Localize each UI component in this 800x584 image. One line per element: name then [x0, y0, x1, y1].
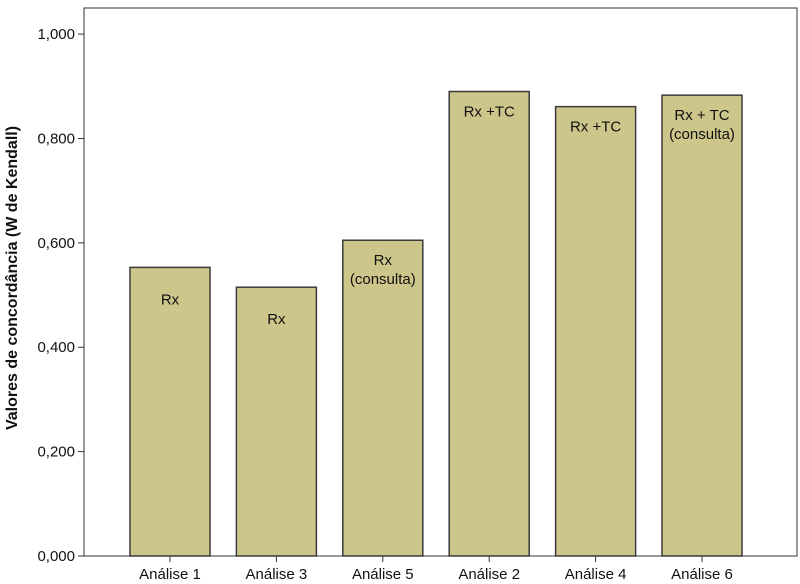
y-axis: 0,000 0,200 0,400 0,600 0,800 1,000: [37, 26, 84, 565]
y-tick-label: 1,000: [37, 26, 75, 43]
x-tick-label: Análise 5: [352, 566, 414, 583]
bar-label: Rx: [161, 291, 180, 308]
bar: [448, 90, 530, 557]
x-tick-label: Análise 3: [246, 566, 308, 583]
x-tick-label: Análise 1: [139, 566, 201, 583]
bar-label: (consulta): [669, 126, 735, 143]
plot-frame: [83, 7, 798, 557]
bar-label: Rx: [374, 252, 393, 269]
bar-label: Rx +TC: [570, 119, 621, 136]
y-axis-label: Valores de concordância (W de Kendall): [4, 126, 21, 430]
bar: [342, 239, 424, 557]
x-tick-label: Análise 6: [671, 566, 733, 583]
bar-label: (consulta): [350, 271, 416, 288]
y-tick-label: 0,600: [37, 235, 75, 252]
y-tick-label: 0,000: [37, 548, 75, 565]
x-axis: Análise 1 Análise 3 Análise 5 Análise 2 Anál…: [139, 556, 733, 583]
y-tick-label: 0,200: [37, 444, 75, 461]
y-tick-label: 0,400: [37, 339, 75, 356]
x-tick-label: Análise 4: [565, 566, 627, 583]
bar: [129, 266, 211, 557]
y-tick-label: 0,800: [37, 130, 75, 147]
bar: [554, 105, 637, 557]
x-tick-label: Análise 2: [458, 566, 520, 583]
bar-labels: Rx Rx Rx (consulta) Rx +TC Rx +TC Rx + TC (cons…: [161, 104, 735, 329]
bar-label: Rx: [267, 311, 286, 328]
bar: [661, 94, 743, 557]
plot-border: [83, 7, 798, 557]
bar: [235, 286, 318, 557]
bar-label: Rx +TC: [464, 104, 515, 121]
bars: [129, 90, 743, 557]
bar-label: Rx + TC: [674, 107, 729, 124]
